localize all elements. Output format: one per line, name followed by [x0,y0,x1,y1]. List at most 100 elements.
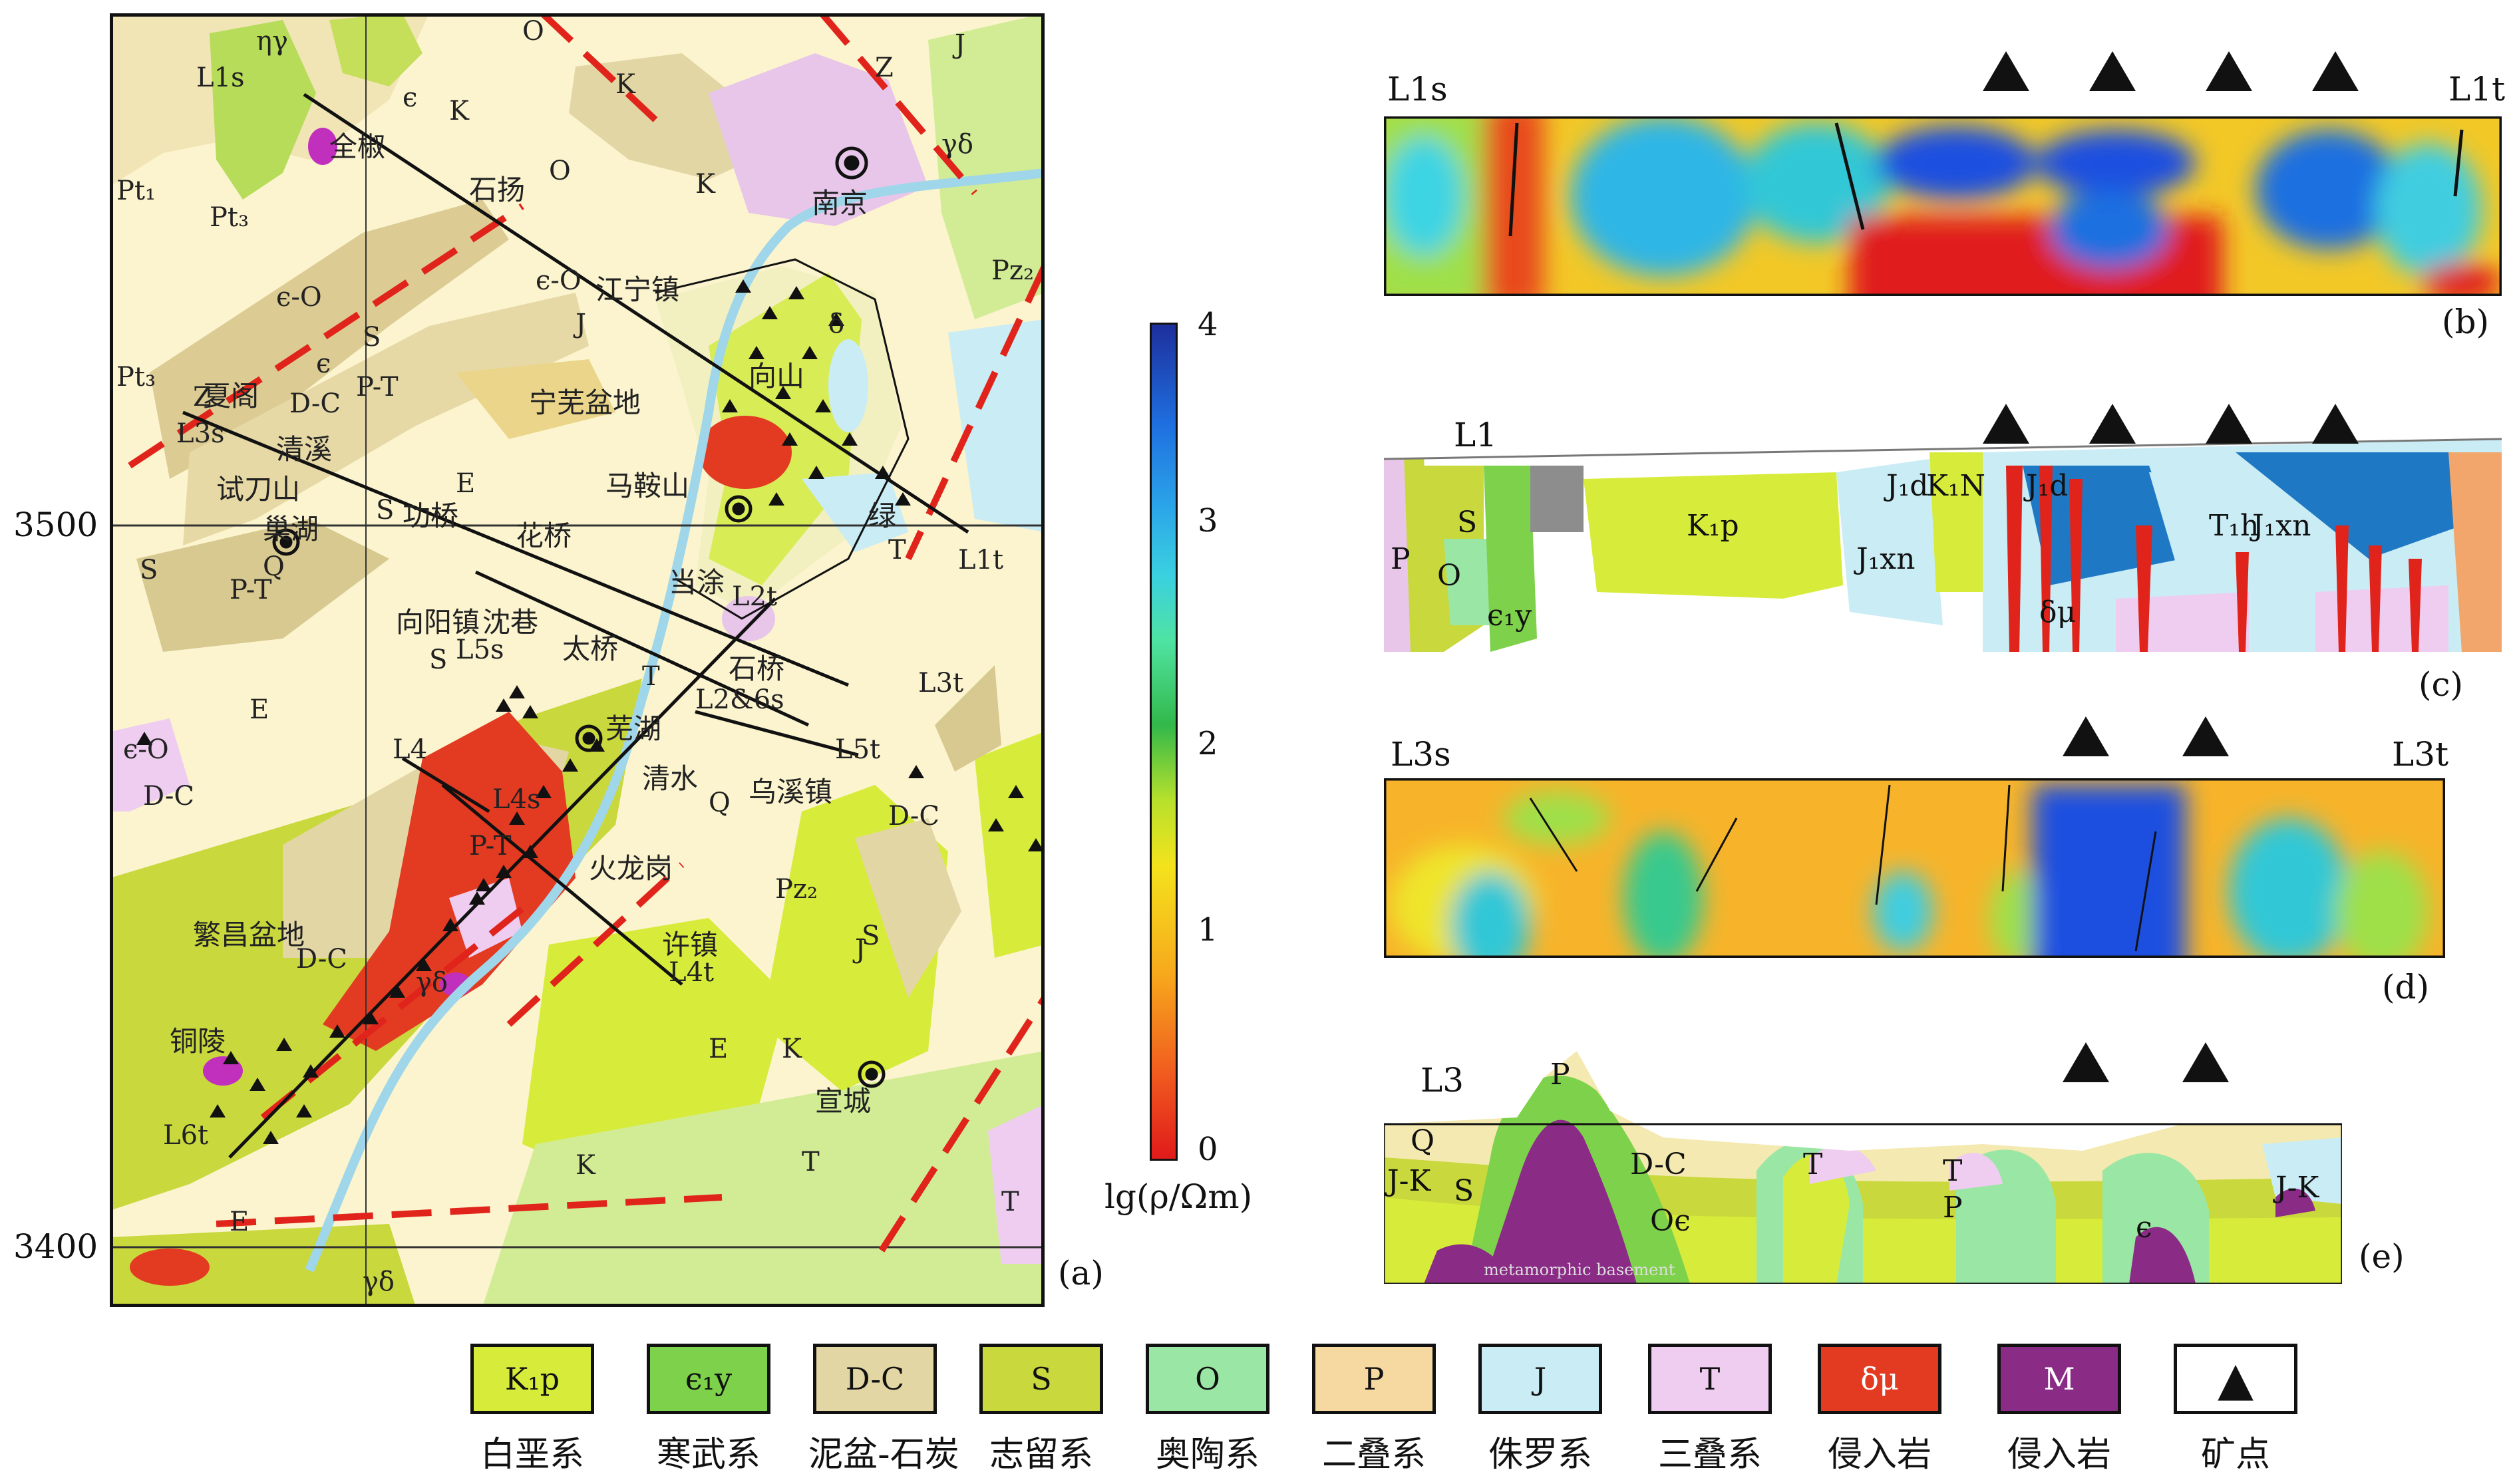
legend-item: J 侏罗系 [1474,1344,1607,1476]
line-label-L4: L4 [393,734,427,765]
section-label: J₁d [2023,469,2068,503]
ore-marker-icon [2312,51,2359,91]
unit-label: D-C [888,801,939,831]
legend-swatch: ▲ [2174,1344,2297,1414]
section-label: J-K [2273,1171,2320,1205]
section-label: P [1550,1058,1570,1092]
unit-label: T [642,661,660,692]
place-label: 当涂 [669,566,725,599]
unit-label: Pt₃ [116,362,156,392]
map-frame [110,13,1045,1307]
y-tick-3500: 3500 [13,506,98,544]
place-label: 江宁镇 [595,273,679,306]
place-label: 火龙岗 [589,852,673,885]
legend-caption: 二叠系 [1321,1435,1426,1475]
place-label: 乌溪镇 [749,776,832,808]
colorbar-tick: 0 [1198,1131,1218,1168]
line-label-L5s: L5s [456,635,504,665]
legend-caption: 寒武系 [656,1435,760,1475]
colorbar [1150,323,1178,1161]
section-label: K₁p [1687,509,1739,543]
unit-label: K [449,96,470,126]
unit-label: K [695,169,716,200]
legend-caption: 矿点 [2200,1435,2270,1475]
city-maanshan: 马鞍山 [605,470,689,502]
place-label: 全椒 [329,130,385,163]
city-tongling: 铜陵 [170,1025,226,1058]
legend-swatch: K₁p [470,1344,594,1414]
city-nanjing: 南京 [812,187,868,220]
place-label: 绿 [868,500,896,532]
unit-label: ϵ-O [123,734,169,765]
panel-tag-b: (b) [2442,303,2490,341]
unit-label: ϵ [403,82,417,113]
line-label-L2-6s: L2&6s [695,684,784,715]
ore-markers-e [2063,1042,2229,1082]
place-label: 清水 [642,762,698,795]
legend-item: P 二叠系 [1307,1344,1440,1476]
section-label: Q [1411,1124,1434,1158]
unit-label: S [429,645,447,675]
unit-label: J [952,29,965,60]
legend-swatch: T [1648,1344,1772,1414]
place-label: 清溪 [276,433,332,466]
city-xuancheng: 宣城 [815,1085,871,1117]
line-label-L3t: L3t [918,668,963,698]
section-label: S [1454,1174,1474,1208]
unit-label: ϵ [316,349,331,379]
legend-swatch: D-C [813,1344,937,1414]
legend-item: ▲ 矿点 [2169,1344,2302,1476]
unit-label: J [573,309,586,339]
ore-markers-b [1983,51,2359,91]
unit-label: Pz₂ [775,874,818,905]
line-label-L1s: L1s [196,63,245,93]
colorbar-tick: 3 [1198,502,1218,539]
line-label-L1t: L1t [958,545,1003,575]
section-c-left-label: L1 [1454,416,1498,454]
unit-label: γδ [363,1266,395,1297]
section-d-left-label: L3s [1391,735,1451,774]
unit-label: K [576,1150,596,1181]
unit-label: E [230,1207,249,1237]
legend-item: S 志留系 [975,1344,1108,1476]
section-label: ϵ [2136,1211,2152,1245]
unit-label: ϵ-O [276,282,322,313]
section-label: D-C [1630,1147,1687,1181]
line-label-L5t: L5t [835,734,880,765]
section-label: J₁xn [1854,542,1915,576]
basement-label: metamorphic basement [1484,1261,1675,1279]
ore-marker-icon [2089,404,2136,444]
unit-label: γδ [416,967,448,998]
legend-item: O 奥陶系 [1141,1344,1274,1476]
place-label: 石扬 [469,174,525,206]
section-label: K₁N [1926,469,1985,503]
resistivity-section-d [1384,778,2445,958]
place-label: 向阳镇 [396,606,480,639]
place-label: 宁芜盆地 [529,386,641,419]
ore-markers-d [2063,716,2229,756]
unit-label: D-C [296,944,347,974]
legend-item: ϵ₁y 寒武系 [642,1344,775,1476]
line-label-L6t: L6t [163,1120,208,1151]
colorbar-tick: 2 [1198,725,1218,762]
section-label: O [1437,559,1461,593]
place-label: 花桥 [516,519,572,552]
panel-tag-e: (e) [2359,1237,2405,1276]
section-label: P [1391,542,1411,576]
place-label: 石桥 [729,653,784,685]
legend-item: K₁p 白垩系 [466,1344,599,1476]
unit-label: Pz₂ [991,255,1034,286]
unit-label: K [782,1034,802,1064]
legend-caption: 侵入岩 [1827,1435,1931,1475]
unit-label: γδ [941,129,973,160]
ore-marker-icon [1983,51,2029,91]
unit-label: T [1001,1187,1019,1217]
section-label: δμ [2039,595,2076,629]
place-label: 夏阁 [203,380,259,412]
section-label: P [1943,1191,1963,1225]
legend-swatch: M [1997,1344,2121,1414]
unit-label: S [376,495,394,525]
unit-label: E [456,468,475,499]
unit-label: Q [709,788,731,818]
geologic-map: L1s L1t L2t L2&6s L3s L3t L4 L4s L4t L5s… [110,11,1048,1307]
